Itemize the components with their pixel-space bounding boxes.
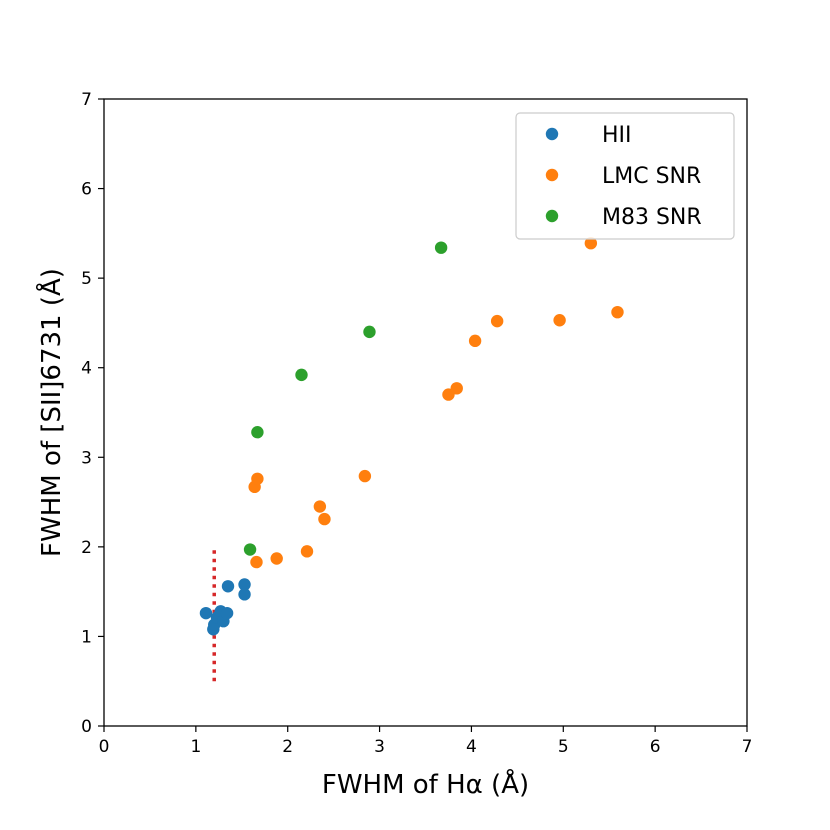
- data-point: [468, 334, 482, 348]
- x-tick-label: 2: [282, 737, 293, 757]
- data-point: [250, 555, 263, 569]
- x-tick-label: 4: [466, 737, 477, 757]
- data-point: [251, 472, 264, 485]
- y-tick-label: 7: [81, 90, 92, 110]
- data-point: [611, 305, 624, 319]
- x-tick-label: 6: [650, 737, 661, 757]
- series-hii: [199, 578, 251, 636]
- x-tick-label: 1: [190, 737, 201, 757]
- legend: HII LMC SNR M83 SNR: [515, 112, 735, 240]
- data-point: [300, 545, 314, 558]
- x-tick-label: 0: [99, 737, 110, 757]
- series-lmc-snr: [248, 237, 624, 569]
- data-point: [584, 237, 598, 250]
- y-tick-label: 1: [81, 627, 92, 647]
- data-point: [295, 368, 308, 382]
- data-point: [358, 469, 372, 483]
- x-tick-label: 3: [374, 737, 385, 757]
- data-point: [238, 578, 251, 591]
- data-point: [199, 606, 213, 620]
- data-point: [238, 588, 251, 601]
- legend-label: M83 SNR: [602, 205, 702, 230]
- legend-marker: [545, 168, 559, 182]
- data-point: [221, 580, 235, 593]
- data-point: [363, 325, 376, 339]
- data-point: [243, 543, 257, 556]
- data-point: [434, 241, 448, 254]
- axes-frame: [103, 98, 748, 727]
- y-tick-label: 4: [81, 359, 92, 379]
- legend-marker: [545, 209, 559, 223]
- data-point: [318, 512, 331, 526]
- x-axis-label: FWHM of Hα (Å): [322, 768, 529, 800]
- x-tick-label: 7: [742, 737, 753, 757]
- data-point: [490, 314, 504, 328]
- y-tick-label: 6: [81, 180, 92, 200]
- legend-box: [515, 112, 735, 240]
- data-point: [220, 606, 234, 620]
- legend-label: LMC SNR: [602, 164, 701, 189]
- y-tick-label: 3: [81, 448, 92, 468]
- data-point: [251, 426, 264, 439]
- x-tick-label: 5: [558, 737, 569, 757]
- legend-marker: [545, 127, 559, 141]
- data-point: [313, 500, 327, 513]
- axis-ticks: 0 1 2 3 4 5 6 7 0 1 2 3 4 5 6 7: [81, 90, 752, 757]
- y-axis-label: FWHM of [SII]6731 (Å): [35, 268, 67, 557]
- y-tick-label: 0: [81, 717, 92, 737]
- legend-label: HII: [602, 123, 632, 148]
- data-point: [450, 382, 463, 395]
- series-m83-snr: [243, 241, 448, 556]
- data-point: [553, 314, 566, 327]
- y-tick-label: 5: [81, 269, 92, 289]
- y-tick-label: 2: [81, 538, 92, 558]
- data-point: [270, 552, 283, 565]
